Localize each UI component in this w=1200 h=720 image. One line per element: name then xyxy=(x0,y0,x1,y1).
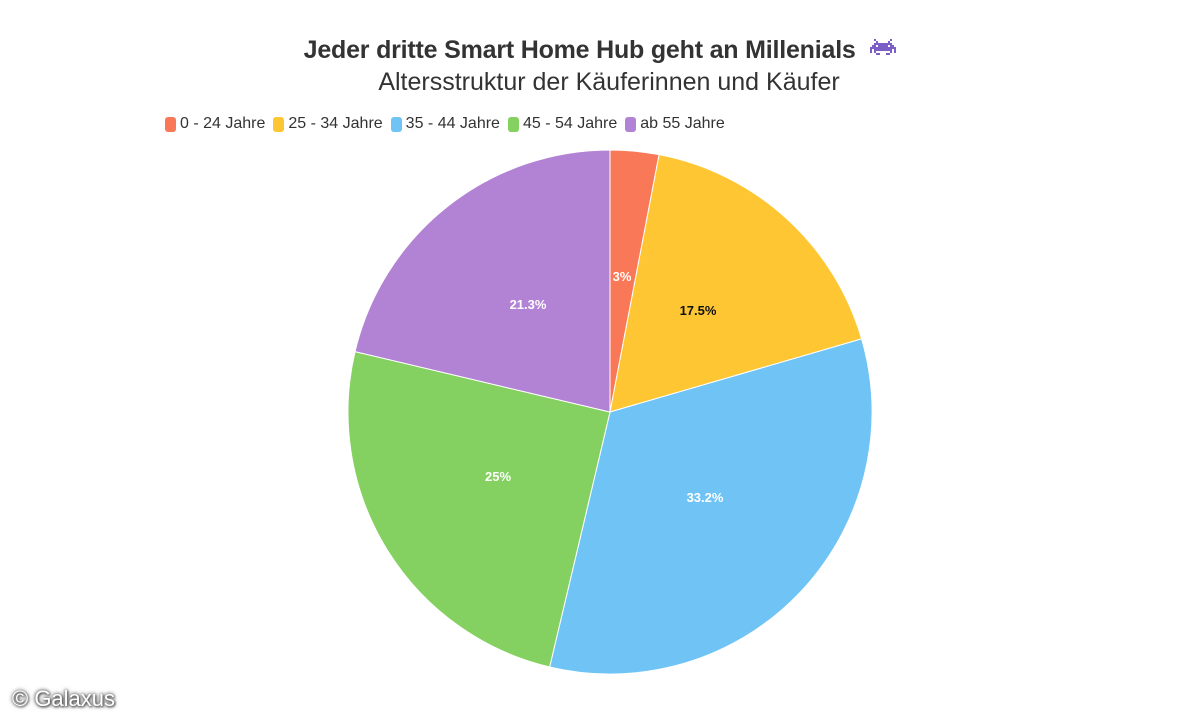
legend-label: 25 - 34 Jahre xyxy=(288,115,383,132)
slice-25-34[interactable] xyxy=(609,154,863,413)
slice-data-label: 3% xyxy=(613,269,632,284)
slice-data-label: 21.3% xyxy=(510,297,547,312)
legend-item-35-44[interactable]: 35 - 44 Jahre xyxy=(390,115,500,133)
legend-item-25-34[interactable]: 25 - 34 Jahre xyxy=(273,115,383,133)
slice-45-54[interactable] xyxy=(347,351,611,668)
chart-title-text: Jeder dritte Smart Home Hub geht an Mill… xyxy=(303,36,856,64)
legend-item-45-54[interactable]: 45 - 54 Jahre xyxy=(507,115,618,133)
legend-label: ab 55 Jahre xyxy=(640,115,725,132)
copyright-credit: © Galaxus xyxy=(12,686,116,711)
legend-swatch xyxy=(507,116,519,132)
chart-subtitle: Altersstruktur der Käuferinnen und Käufe… xyxy=(378,68,840,96)
slice-data-label: 33.2% xyxy=(687,490,724,505)
legend-item-0-24[interactable]: 0 - 24 Jahre xyxy=(165,115,265,133)
slice-data-label: 25% xyxy=(485,469,511,484)
chart-title: Jeder dritte Smart Home Hub geht an Mill… xyxy=(0,36,1200,68)
space-invader-icon xyxy=(870,39,897,68)
legend-label: 35 - 44 Jahre xyxy=(405,115,500,132)
legend-label: 45 - 54 Jahre xyxy=(522,115,618,132)
legend-item-55-plus[interactable]: ab 55 Jahre xyxy=(625,115,725,133)
slice-data-label: 17.5% xyxy=(680,303,717,318)
legend-swatch xyxy=(390,116,402,132)
slice-35-44[interactable] xyxy=(549,338,873,675)
legend-swatch xyxy=(273,116,285,132)
legend-swatch xyxy=(165,116,176,132)
legend-label: 0 - 24 Jahre xyxy=(180,115,266,132)
legend-swatch xyxy=(625,116,637,132)
chart-legend: 0 - 24 Jahre 25 - 34 Jahre 35 - 44 Jahre… xyxy=(165,115,725,133)
slice-55-plus[interactable] xyxy=(354,149,611,413)
